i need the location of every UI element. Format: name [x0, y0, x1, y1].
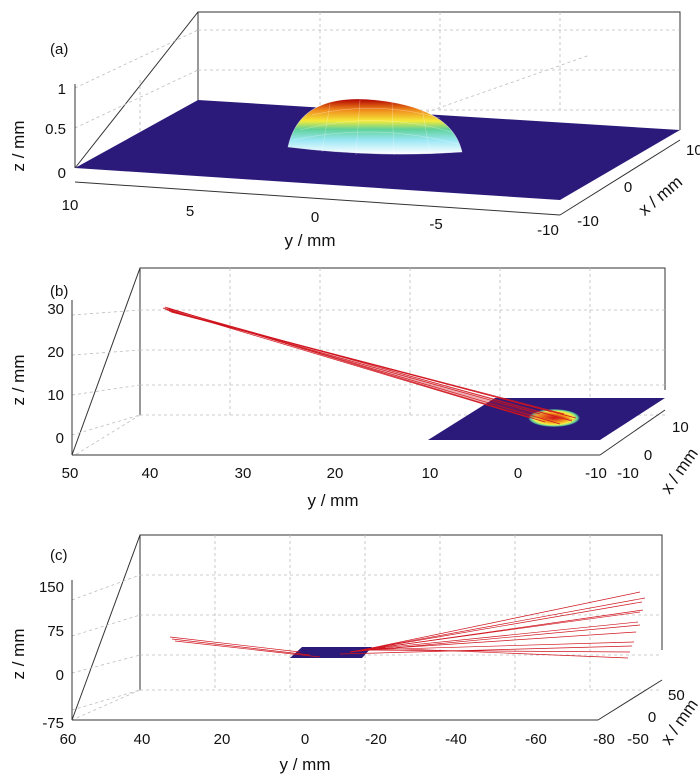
c-z-tick: 150 — [39, 579, 64, 596]
c-base-plane — [290, 647, 372, 658]
c-y-tick: -20 — [365, 731, 387, 748]
b-x-tick: -10 — [617, 465, 639, 482]
c-x-axis — [597, 679, 663, 721]
b-ray-bundle — [162, 306, 577, 425]
a-y-tick: 10 — [62, 197, 79, 214]
c-z-label: z / mm — [9, 629, 28, 680]
a-y-axis — [74, 181, 561, 216]
c-y-tick: 20 — [214, 731, 231, 748]
c-z-tick: -75 — [42, 715, 64, 732]
b-y-tick: -10 — [585, 465, 607, 482]
c-y-tick: 60 — [60, 731, 77, 748]
a-back-frame — [74, 11, 681, 169]
a-x-tick: 0 — [624, 179, 632, 196]
b-x-tick: 10 — [672, 419, 689, 436]
b-z-tick: 10 — [47, 387, 64, 404]
c-grid — [71, 535, 662, 721]
b-x-tick: 0 — [644, 447, 652, 464]
a-z-tick: 0.5 — [45, 121, 66, 138]
b-y-tick: 0 — [514, 465, 522, 482]
c-z-tick: 0 — [56, 667, 64, 684]
b-y-tick: 10 — [422, 465, 439, 482]
c-z-tick: 75 — [47, 623, 64, 640]
panel-a: 1 0.5 0 10 5 0 -5 -10 -10 0 10 z / mm y … — [9, 11, 700, 250]
b-panel-label: (b) — [50, 283, 68, 300]
a-y-tick: 0 — [311, 209, 319, 226]
b-z-tick: 0 — [56, 430, 64, 447]
b-y-tick: 40 — [142, 465, 159, 482]
b-y-label: y / mm — [308, 491, 359, 510]
a-y-label: y / mm — [285, 231, 336, 250]
a-cap-surface — [287, 98, 463, 155]
a-z-label: z / mm — [9, 121, 28, 172]
c-back-frame — [71, 534, 663, 721]
panel-b: 0 10 20 30 50 40 30 20 10 0 -10 -10 0 10… — [9, 267, 700, 510]
c-x-tick: 50 — [668, 687, 685, 704]
b-focal-spot — [528, 409, 580, 427]
a-z-tick: 1 — [58, 81, 66, 98]
b-back-frame — [71, 267, 666, 456]
a-panel-label: (a) — [50, 41, 68, 58]
a-x-axis — [559, 139, 681, 216]
c-y-tick: -80 — [593, 731, 615, 748]
a-x-tick: 10 — [686, 142, 700, 159]
c-panel-label: (c) — [50, 547, 68, 564]
a-grid — [74, 12, 680, 161]
c-incoming-rays — [169, 636, 321, 658]
c-y-label: y / mm — [280, 755, 331, 774]
b-x-label: x / mm — [657, 445, 700, 498]
a-cap-mesh — [292, 99, 459, 156]
b-z-tick: 20 — [47, 344, 64, 361]
c-x-tick: -50 — [627, 731, 649, 748]
c-y-tick: -40 — [445, 731, 467, 748]
a-y-tick: -5 — [429, 216, 442, 233]
a-y-tick: -10 — [537, 222, 559, 239]
a-y-tick: 5 — [186, 203, 194, 220]
b-y-tick: 20 — [327, 465, 344, 482]
panel-c: -75 0 75 150 60 40 20 0 -20 -40 -60 -80 … — [9, 534, 700, 774]
b-grid — [71, 268, 665, 456]
b-z-label: z / mm — [9, 355, 28, 406]
c-x-tick: 0 — [648, 709, 656, 726]
b-y-tick: 30 — [235, 465, 252, 482]
b-z-tick: 30 — [47, 301, 64, 318]
b-x-axis — [599, 409, 666, 456]
c-y-tick: 40 — [134, 731, 151, 748]
b-y-tick: 50 — [62, 465, 79, 482]
c-reflected-rays — [339, 591, 646, 659]
c-y-tick: -60 — [525, 731, 547, 748]
a-x-label: x / mm — [635, 172, 686, 219]
a-x-tick: -10 — [577, 213, 599, 230]
c-y-tick: 0 — [301, 731, 309, 748]
a-z-tick: 0 — [58, 165, 66, 182]
